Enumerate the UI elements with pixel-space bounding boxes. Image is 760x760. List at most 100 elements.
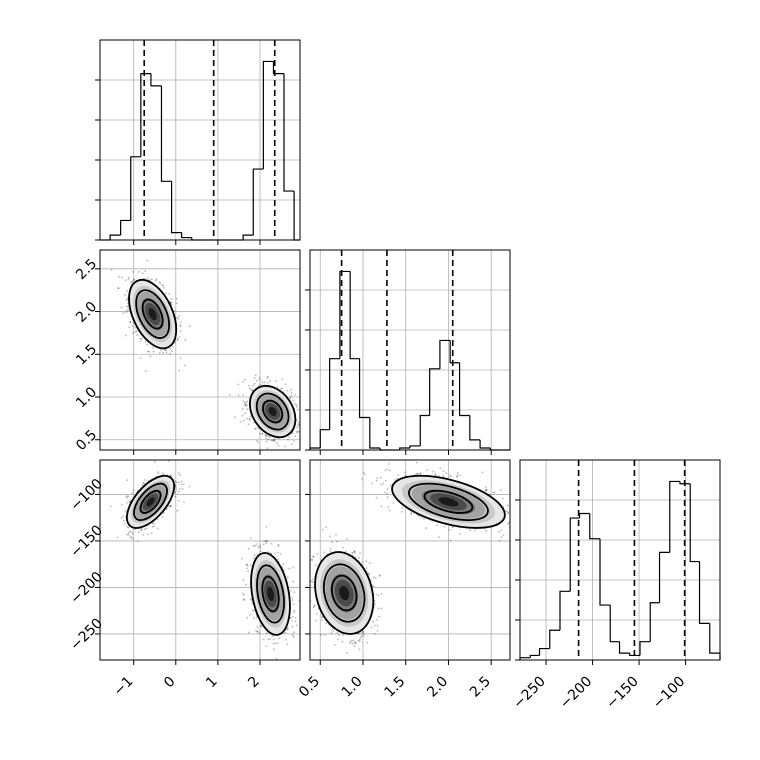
- scatter-point: [183, 364, 186, 367]
- scatter-point: [389, 469, 391, 472]
- scatter-point: [253, 377, 256, 379]
- pair-inner-1-2: [310, 460, 514, 660]
- scatter-point: [310, 558, 313, 561]
- scatter-point: [178, 315, 180, 317]
- scatter-point: [349, 642, 352, 644]
- scatter-point: [178, 336, 181, 339]
- scatter-point: [316, 553, 319, 555]
- scatter-point: [449, 475, 452, 478]
- scatter-point: [270, 542, 273, 545]
- scatter-point: [137, 531, 140, 534]
- scatter-point: [448, 528, 451, 531]
- contour-0-1-0: [248, 384, 297, 439]
- scatter-point: [250, 597, 253, 600]
- scatter-point: [499, 489, 502, 492]
- scatter-point: [260, 625, 263, 628]
- scatter-point: [286, 643, 289, 646]
- scatter-point: [179, 357, 182, 359]
- scatter-point: [141, 272, 144, 274]
- scatter-point: [388, 463, 390, 465]
- scatter-point: [131, 325, 134, 328]
- scatter-point: [420, 517, 423, 519]
- scatter-point: [289, 397, 292, 400]
- scatter-point: [281, 378, 284, 381]
- scatter-point: [286, 628, 289, 631]
- scatter-point: [321, 615, 323, 618]
- scatter-point: [118, 275, 120, 278]
- scatter-point: [286, 390, 289, 392]
- scatter-point: [265, 632, 268, 635]
- scatter-point: [249, 564, 252, 567]
- scatter-point: [336, 632, 339, 634]
- scatter-point: [259, 550, 262, 553]
- scatter-point: [250, 537, 252, 540]
- scatter-point: [290, 589, 292, 592]
- hist-bar-1-3: [339, 270, 351, 359]
- scatter-point: [282, 563, 285, 566]
- scatter-point: [168, 505, 171, 508]
- scatter-point: [128, 501, 131, 503]
- scatter-point: [169, 348, 171, 350]
- scatter-point: [293, 609, 296, 612]
- scatter-point: [133, 278, 135, 281]
- hist-bar-2-19: [709, 623, 721, 660]
- scatter-point: [287, 438, 289, 441]
- scatter-point: [140, 528, 143, 531]
- scatter-point: [417, 472, 419, 475]
- scatter-point: [374, 603, 376, 606]
- scatter-point: [485, 490, 488, 492]
- scatter-point: [143, 528, 146, 531]
- scatter-point: [425, 527, 428, 530]
- hist-bar-0-17: [272, 61, 284, 75]
- hist-bar-2-12: [639, 641, 651, 656]
- scatter-point: [378, 615, 381, 618]
- scatter-point: [274, 642, 277, 644]
- scatter-point: [316, 613, 318, 615]
- scatter-point: [358, 640, 361, 643]
- scatter-point: [120, 306, 123, 309]
- scatter-point: [291, 596, 294, 599]
- scatter-point: [242, 594, 245, 596]
- scatter-point: [122, 519, 125, 522]
- hist-bar-0-4: [140, 73, 151, 157]
- scatter-point: [360, 632, 363, 634]
- scatter-point: [234, 416, 236, 419]
- hist-bar-0-1: [109, 234, 121, 240]
- scatter-point: [388, 509, 391, 512]
- scatter-point: [244, 405, 247, 407]
- scatter-point: [349, 640, 351, 643]
- hist-bar-1-1: [319, 429, 330, 448]
- scatter-point: [142, 533, 145, 536]
- scatter-point: [272, 638, 275, 641]
- scatter-point: [397, 474, 400, 477]
- scatter-point: [174, 491, 176, 494]
- scatter-point: [288, 436, 291, 438]
- scatter-point: [130, 531, 133, 534]
- scatter-point: [375, 593, 378, 596]
- hist-bar-2-16: [679, 481, 691, 485]
- scatter-point: [361, 561, 364, 563]
- scatter-point: [276, 642, 279, 645]
- scatter-point: [269, 380, 271, 383]
- scatter-point: [129, 500, 132, 502]
- scatter-point: [259, 547, 262, 549]
- scatter-point: [239, 421, 242, 423]
- scatter-point: [254, 374, 257, 377]
- scatter-point: [332, 630, 335, 632]
- scatter-point: [243, 598, 245, 601]
- scatter-point: [246, 417, 249, 420]
- scatter-point: [312, 556, 315, 559]
- scatter-point: [170, 505, 172, 507]
- hist-bar-1-15: [458, 362, 470, 417]
- scatter-point: [371, 482, 374, 485]
- scatter-point: [137, 271, 140, 273]
- scatter-point: [353, 551, 356, 554]
- scatter-point: [512, 525, 514, 527]
- scatter-point: [175, 481, 178, 484]
- scatter-point: [125, 311, 128, 313]
- scatter-point: [124, 294, 127, 296]
- scatter-point: [267, 375, 269, 378]
- scatter-point: [245, 563, 248, 565]
- scatter-point: [162, 472, 165, 474]
- scatter-point: [277, 544, 280, 546]
